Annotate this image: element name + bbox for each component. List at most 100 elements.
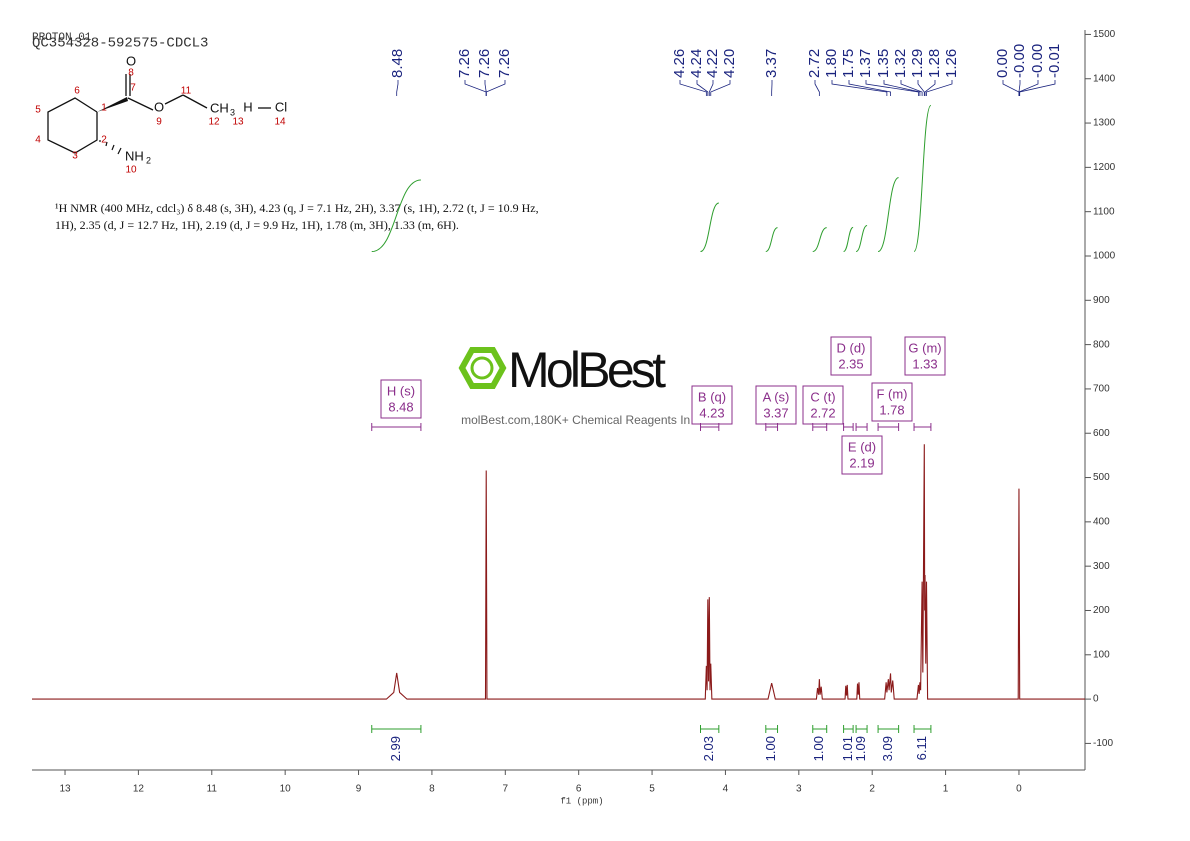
- y-tick-label: 1400: [1093, 73, 1116, 84]
- integral-curve: [877, 177, 899, 253]
- peak-connector: [708, 80, 714, 96]
- atom-label: O: [154, 99, 164, 114]
- x-tick-label: 7: [503, 784, 509, 795]
- y-tick-label: 500: [1093, 472, 1110, 483]
- multiplet-label: C (t): [810, 389, 835, 404]
- multiplet-box: [380, 379, 422, 419]
- integral-label: 2.03: [701, 736, 716, 761]
- x-tick-label: 8: [429, 784, 435, 795]
- peak-label: 4.26: [671, 49, 688, 78]
- y-tick-label: 700: [1093, 384, 1110, 395]
- spectrum-line: [32, 444, 1085, 700]
- atom-label: H: [243, 99, 252, 114]
- peak-connector: [696, 80, 709, 96]
- peak-connector: [1018, 80, 1039, 96]
- multiplet-shift: 1.33: [912, 356, 937, 371]
- peak-label: 8.48: [389, 49, 406, 78]
- atom-number: 5: [35, 105, 41, 116]
- x-tick-label: 5: [649, 784, 655, 795]
- atom-number: 14: [274, 117, 286, 128]
- multiplet-box: [802, 385, 844, 425]
- peak-connector: [865, 80, 919, 96]
- y-tick-label: 1200: [1093, 162, 1116, 173]
- y-tick-label: 400: [1093, 516, 1110, 527]
- peak-connector: [900, 80, 923, 96]
- multiplet-shift: 3.37: [763, 405, 788, 420]
- multiplet-label: B (q): [698, 389, 726, 404]
- peak-connector: [679, 80, 707, 96]
- atom-number: 4: [35, 135, 41, 146]
- structure: O 8 7 1 6 5 4 3 2 O 9 11 CH 3 12 H 13 Cl…: [35, 53, 287, 175]
- peak-label: 1.26: [943, 49, 960, 78]
- x-tick-label: 11: [207, 784, 218, 795]
- x-tick-label: 1: [943, 784, 949, 795]
- bond: [182, 94, 208, 109]
- atom-number: 12: [208, 117, 220, 128]
- bond: [127, 97, 154, 111]
- subtitle: PROTON_01: [32, 32, 92, 44]
- peak-connector: [1019, 80, 1056, 96]
- atom-number: 11: [181, 86, 192, 97]
- peak-label: 2.72: [806, 49, 823, 78]
- logo-ring: [470, 356, 494, 380]
- integral-curve: [700, 202, 720, 253]
- x-tick-label: 4: [723, 784, 729, 795]
- multiplet-label: E (d): [848, 439, 876, 454]
- peak-label: -0.00: [1011, 44, 1028, 78]
- peak-label: 1.32: [892, 49, 909, 78]
- x-tick-label: 6: [576, 784, 582, 795]
- ring-bonds: [47, 97, 98, 154]
- multiplet-label: H (s): [387, 383, 415, 398]
- atom-label: O: [126, 53, 136, 68]
- multiplet-box: [841, 435, 883, 475]
- peak-label: 4.20: [721, 49, 738, 78]
- y-tick-label: 100: [1093, 649, 1110, 660]
- x-tick-label: 10: [280, 784, 292, 795]
- atom-label: NH: [125, 148, 144, 163]
- peak-label: 1.29: [909, 49, 926, 78]
- peak-label: 4.24: [688, 49, 705, 78]
- x-tick-label: 2: [869, 784, 875, 795]
- multiplet-box: [755, 385, 797, 425]
- peak-label: 0.00: [994, 49, 1011, 78]
- atom-number: 13: [232, 117, 244, 128]
- integral-label: 1.01: [840, 736, 855, 761]
- integral-label: 1.09: [853, 736, 868, 761]
- peak-connector: [396, 80, 399, 96]
- multiplet-label: A (s): [763, 389, 790, 404]
- peak-label: 7.26: [496, 49, 513, 78]
- multiplet-box: [904, 336, 946, 376]
- atom-number: 3: [72, 151, 78, 162]
- multiplet-shift: 1.78: [879, 402, 904, 417]
- multiplet-label: G (m): [908, 340, 941, 355]
- description-line: ¹H NMR (400 MHz, cdcl₃) δ 8.48 (s, 3H), …: [55, 201, 539, 215]
- atom-number: 9: [156, 117, 162, 128]
- multiplet-shift: 2.72: [810, 405, 835, 420]
- integral-curve: [765, 227, 778, 253]
- multiplet-shift: 2.19: [849, 455, 874, 470]
- multiplet-label: D (d): [837, 340, 866, 355]
- y-tick-label: 900: [1093, 295, 1110, 306]
- hash-bond: [99, 140, 122, 155]
- multiplet-box: [691, 385, 733, 425]
- multiplet-shift: 8.48: [388, 399, 413, 414]
- peak-connector: [917, 80, 925, 96]
- peak-label: -0.00: [1029, 44, 1046, 78]
- peak-label: 1.75: [840, 49, 857, 78]
- y-tick-label: 1000: [1093, 251, 1116, 262]
- y-tick-label: 300: [1093, 561, 1110, 572]
- logo-hexagon: [458, 347, 507, 389]
- atom-number: 2: [101, 135, 107, 146]
- multiplet-shift: 4.23: [699, 405, 724, 420]
- x-axis-label: f1 (ppm): [560, 796, 603, 806]
- atom-subscript: 3: [230, 107, 235, 117]
- integral-curve: [855, 224, 868, 253]
- integral-label: 2.99: [388, 736, 403, 761]
- x-tick-label: 9: [356, 784, 362, 795]
- y-tick-label: 1100: [1093, 206, 1115, 217]
- peak-label: 4.22: [704, 49, 721, 78]
- integral-label: 1.00: [763, 736, 778, 761]
- integral-curve: [371, 179, 421, 253]
- peak-connector: [926, 80, 953, 96]
